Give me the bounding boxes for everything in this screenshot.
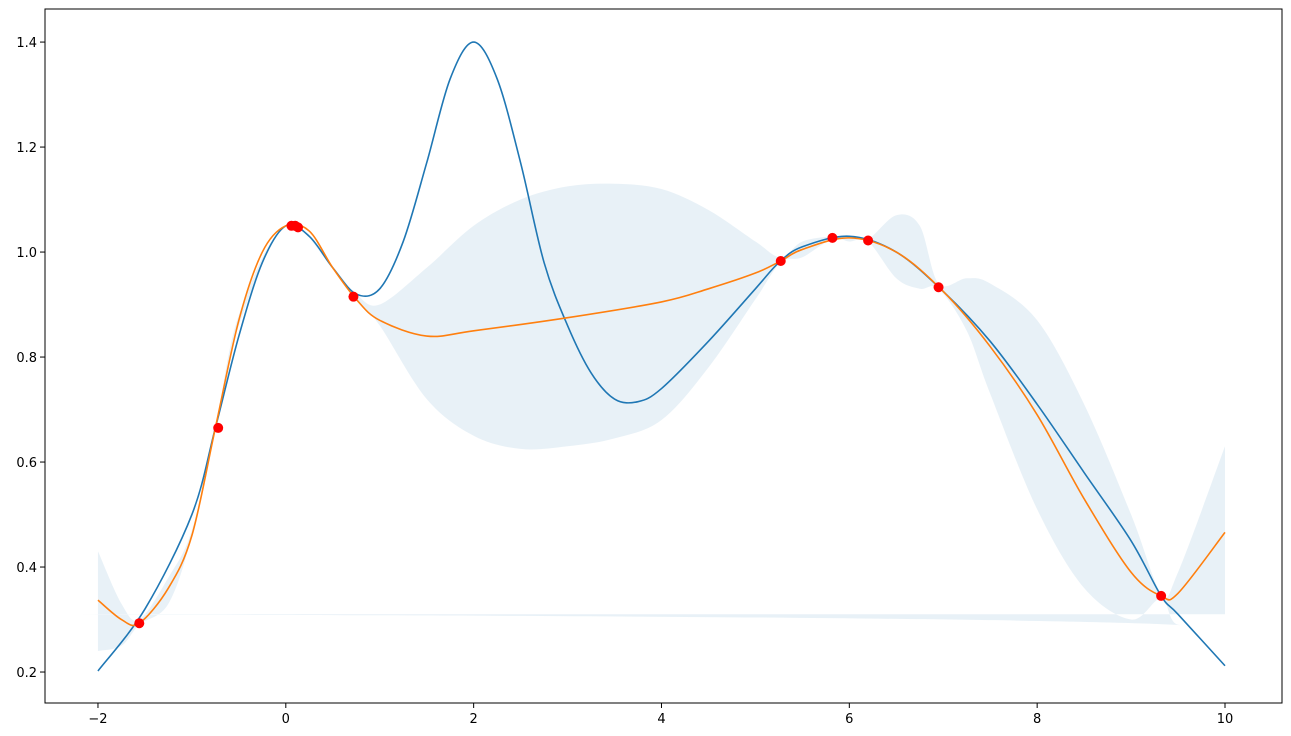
x-tick-label: 8	[1033, 712, 1041, 727]
x-tick-label: 0	[282, 712, 290, 727]
x-tick-label: 4	[657, 712, 665, 727]
x-tick-label: 6	[845, 712, 853, 727]
x-tick-label: 10	[1217, 712, 1234, 727]
axes-frame	[44, 8, 1283, 704]
y-tick-label: 0.4	[16, 561, 37, 576]
confidence-band	[0, 183, 1225, 652]
observation-point	[134, 618, 145, 629]
observation-point	[213, 422, 224, 433]
y-tick-label: 0.6	[16, 456, 37, 471]
observation-point	[863, 235, 874, 246]
x-tick-label: −2	[88, 712, 107, 727]
y-tick-label: 1.0	[16, 246, 37, 261]
line	[97, 41, 1226, 672]
observation-point	[933, 282, 944, 293]
y-tick-label: 0.2	[16, 666, 37, 681]
observation-point	[827, 232, 838, 243]
y-tick-label: 0.8	[16, 351, 37, 366]
x-tick-label: 2	[470, 712, 478, 727]
observation-point	[348, 291, 359, 302]
observation-point	[775, 255, 786, 266]
y-tick-label: 1.4	[16, 36, 37, 51]
y-tick-label: 1.2	[16, 141, 37, 156]
observation-point	[1156, 590, 1167, 601]
observation-point	[293, 222, 304, 233]
